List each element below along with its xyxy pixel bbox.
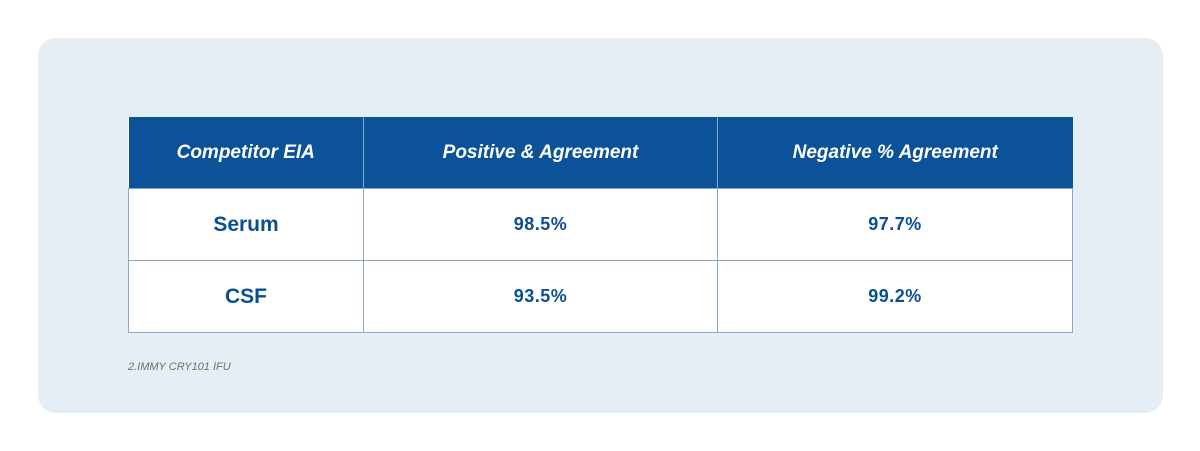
csf-negative-value: 99.2% — [717, 260, 1073, 333]
row-label-serum: Serum — [128, 188, 364, 261]
footnote-reference: 2.IMMY CRY101 IFU — [128, 361, 231, 373]
column-header-negative-agreement: Negative % Agreement — [717, 117, 1073, 189]
column-header-positive-agreement: Positive & Agreement — [363, 117, 718, 189]
table-row: CSF 93.5% 99.2% — [128, 260, 1073, 333]
column-header-competitor: Competitor EIA — [128, 117, 364, 189]
serum-negative-value: 97.7% — [717, 188, 1073, 261]
table-header-row: Competitor EIA Positive & Agreement Nega… — [128, 117, 1073, 189]
csf-positive-value: 93.5% — [363, 260, 718, 333]
comparison-panel: Competitor EIA Positive & Agreement Nega… — [38, 38, 1163, 413]
agreement-table: Competitor EIA Positive & Agreement Nega… — [128, 117, 1073, 333]
row-label-csf: CSF — [128, 260, 364, 333]
serum-positive-value: 98.5% — [363, 188, 718, 261]
table-row: Serum 98.5% 97.7% — [128, 188, 1073, 261]
